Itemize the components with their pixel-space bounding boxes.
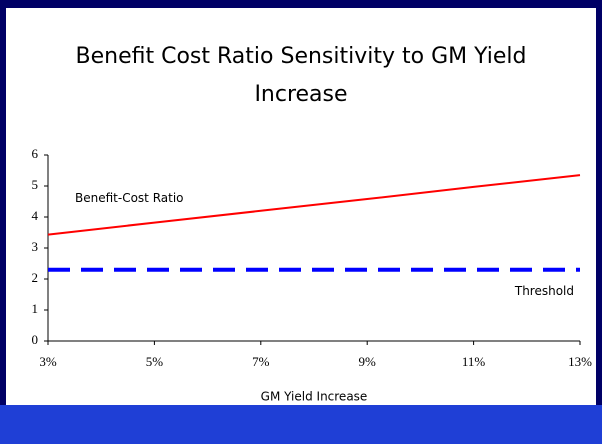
x-tick-label: 11% bbox=[462, 354, 486, 369]
footer-bar bbox=[0, 405, 602, 444]
y-tick-label: 6 bbox=[32, 146, 39, 161]
x-tick-label: 3% bbox=[39, 354, 57, 369]
y-tick-label: 2 bbox=[32, 270, 39, 285]
x-axis-label: GM Yield Increase bbox=[261, 390, 368, 404]
y-tick-label: 1 bbox=[32, 301, 39, 316]
series-label: Benefit-Cost Ratio bbox=[75, 191, 184, 205]
chart-title: Benefit Cost Ratio Sensitivity to GM Yie… bbox=[75, 44, 527, 107]
series-label: Threshold bbox=[514, 284, 574, 298]
x-tick-label: 5% bbox=[146, 354, 164, 369]
y-tick-label: 4 bbox=[32, 208, 39, 223]
x-tick-label: 9% bbox=[359, 354, 377, 369]
x-tick-label: 7% bbox=[252, 354, 270, 369]
y-tick-label: 5 bbox=[32, 177, 39, 192]
series-line bbox=[47, 174, 581, 236]
y-tick-label: 0 bbox=[32, 332, 39, 347]
x-tick-label: 13% bbox=[568, 354, 592, 369]
y-tick-label: 3 bbox=[32, 239, 39, 254]
